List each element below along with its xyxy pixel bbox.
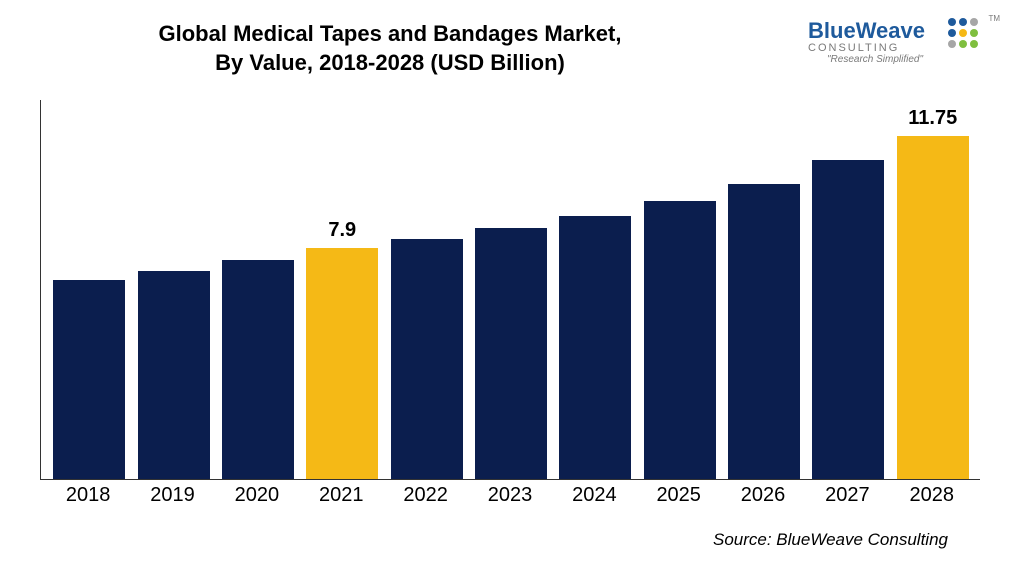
bar-wrap <box>644 99 716 479</box>
x-tick-label: 2022 <box>390 484 462 507</box>
bar <box>728 184 800 479</box>
x-tick-label: 2024 <box>558 484 630 507</box>
logo-dot <box>970 29 978 37</box>
bars-container: 7.9 11.75 <box>41 99 981 479</box>
logo-dot-row <box>948 18 988 26</box>
logo-dot-row <box>948 29 988 37</box>
bar-wrap <box>728 99 800 479</box>
x-tick-label: 2019 <box>137 484 209 507</box>
bar-value-label: 7.9 <box>306 219 378 242</box>
logo-rest-text: Weave <box>856 18 925 43</box>
x-tick-label: 2027 <box>811 484 883 507</box>
source-text: Source: BlueWeave Consulting <box>713 530 948 550</box>
logo-blue-text: Blue <box>808 18 856 43</box>
logo-dot <box>948 40 956 48</box>
bar <box>53 280 125 479</box>
x-tick-label: 2025 <box>643 484 715 507</box>
logo-dot-row <box>948 40 988 48</box>
logo-wordmark: BlueWeave <box>808 18 925 43</box>
bar-wrap: 7.9 <box>306 99 378 479</box>
logo-dot <box>948 29 956 37</box>
logo-subtitle: CONSULTING <box>808 42 942 54</box>
logo-tagline: "Research Simplified" <box>808 54 942 65</box>
x-tick-label: 2026 <box>727 484 799 507</box>
brand-logo: BlueWeave CONSULTING "Research Simplifie… <box>808 18 988 65</box>
x-axis: 2018 2019 2020 2021 2022 2023 2024 2025 … <box>40 484 980 507</box>
logo-dot <box>959 40 967 48</box>
logo-dot <box>948 18 956 26</box>
bar-wrap <box>391 99 463 479</box>
x-tick-label: 2023 <box>474 484 546 507</box>
plot-area: 7.9 11.75 <box>40 100 980 480</box>
x-tick-label: 2021 <box>305 484 377 507</box>
bar <box>138 271 210 479</box>
bar <box>391 239 463 479</box>
bar <box>559 216 631 479</box>
logo-dots-icon: TM <box>948 18 988 58</box>
bar-chart: 7.9 11.75 <box>40 100 980 480</box>
bar-wrap <box>559 99 631 479</box>
bar-wrap <box>475 99 547 479</box>
logo-dot <box>959 29 967 37</box>
logo-dot <box>959 18 967 26</box>
bar <box>306 248 378 479</box>
chart-title: Global Medical Tapes and Bandages Market… <box>90 20 690 77</box>
chart-title-line2: By Value, 2018-2028 (USD Billion) <box>90 49 690 78</box>
bar-wrap <box>53 99 125 479</box>
bar <box>475 228 547 479</box>
logo-dot <box>970 18 978 26</box>
x-tick-label: 2018 <box>52 484 124 507</box>
x-tick-label: 2020 <box>221 484 293 507</box>
bar-wrap: 11.75 <box>897 99 969 479</box>
bar <box>897 136 969 479</box>
bar <box>222 260 294 479</box>
bar <box>812 160 884 479</box>
bar-wrap <box>138 99 210 479</box>
bar-wrap <box>222 99 294 479</box>
chart-title-line1: Global Medical Tapes and Bandages Market… <box>90 20 690 49</box>
logo-tm: TM <box>988 14 1000 23</box>
bar-value-label: 11.75 <box>897 107 969 130</box>
logo-dot <box>970 40 978 48</box>
x-tick-label: 2028 <box>896 484 968 507</box>
bar <box>644 201 716 479</box>
bar-wrap <box>812 99 884 479</box>
